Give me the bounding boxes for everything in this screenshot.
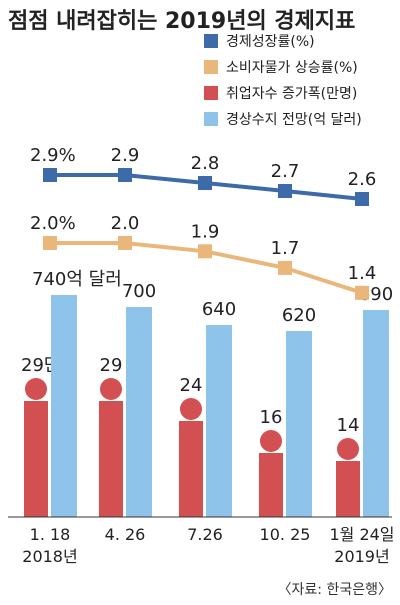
x-label-3: 10. 25 [260, 525, 311, 544]
legend-label-2: 취업자수 증가폭(만명) [226, 86, 357, 102]
current-account-label-0: 740억 달러 [32, 269, 122, 290]
employment-bar-2 [179, 421, 203, 517]
source-note: 〈자료: 한국은행〉 [278, 582, 392, 598]
employment-label-1: 29 [100, 355, 123, 376]
x-label-0: 1. 18 [30, 525, 71, 544]
gdp-growth-label-4: 2.6 [348, 169, 377, 190]
employment-marker-3 [260, 430, 282, 452]
employment-label-2: 24 [180, 375, 203, 396]
gdp-growth-marker-4 [355, 192, 369, 206]
legend: 경제성장률(%) 소비자물가 상승률(%) 취업자수 증가폭(만명) 경상수지 전망(… [204, 34, 362, 128]
gdp-growth-label-2: 2.8 [191, 153, 220, 174]
current-account-bar-3 [286, 331, 312, 517]
legend-swatch-0 [204, 34, 218, 48]
inflation-marker-1 [118, 236, 132, 250]
inflation-marker-0 [43, 236, 57, 250]
gdp-growth-label-1: 2.9 [111, 145, 140, 166]
employment-bar-1 [99, 401, 123, 517]
employment-bar-0 [24, 401, 48, 517]
rate-lines: 2.9% 2.9 2.8 2.7 2.6 2.0% 2.0 1.9 1.7 1.4 [30, 145, 376, 300]
legend-label-0: 경제성장률(%) [226, 34, 315, 50]
chart-title: 점점 내려잡히는 2019년의 경제지표 [8, 9, 355, 34]
current-account-bar-4 [363, 310, 389, 517]
inflation-marker-2 [198, 244, 212, 259]
current-account-label-2: 640 [202, 299, 236, 320]
legend-label-1: 소비자물가 상승률(%) [226, 60, 358, 76]
employment-marker-4 [337, 438, 359, 460]
inflation-label-1: 2.0 [111, 213, 140, 234]
gdp-growth-marker-0 [43, 168, 57, 182]
gdp-growth-marker-2 [198, 176, 212, 190]
current-account-bar-1 [126, 307, 152, 517]
employment-label-3: 16 [260, 407, 283, 428]
legend-swatch-2 [204, 86, 218, 100]
gdp-growth-marker-1 [118, 168, 132, 182]
x-label-2: 7.26 [187, 525, 223, 544]
inflation-label-3: 1.7 [271, 238, 300, 259]
current-account-bar-2 [206, 325, 232, 517]
employment-bar-3 [259, 453, 283, 517]
legend-swatch-3 [204, 112, 218, 126]
inflation-label-4: 1.4 [348, 263, 377, 284]
legend-label-3: 경상수지 전망(억 달러) [226, 112, 362, 128]
employment-label-4: 14 [337, 415, 360, 436]
inflation-marker-3 [278, 260, 292, 275]
inflation-marker-4 [355, 285, 369, 300]
employment-marker-1 [100, 378, 122, 400]
employment-marker-0 [25, 378, 47, 400]
employment-bar-4 [336, 461, 360, 517]
employment-marker-2 [180, 398, 202, 420]
x-label-1: 4. 26 [105, 525, 146, 544]
gdp-growth-label-3: 2.7 [271, 161, 300, 182]
x-year-label-4: 2019년 [334, 547, 389, 566]
gdp-growth-marker-3 [278, 184, 292, 198]
x-label-4: 1월 24일 [329, 525, 394, 544]
inflation-label-2: 1.9 [191, 221, 220, 242]
gdp-growth-label-0: 2.9% [30, 145, 76, 166]
inflation-label-0: 2.0% [30, 213, 76, 234]
x-year-label-0: 2018년 [22, 547, 77, 566]
current-account-bar-0 [51, 295, 77, 517]
current-account-label-3: 620 [282, 305, 316, 326]
legend-swatch-1 [204, 60, 218, 74]
current-account-label-1: 700 [122, 281, 156, 302]
x-axis-labels: 1. 18 2018년 4. 26 7.26 10. 25 1월 24일 2019년 [22, 525, 394, 566]
